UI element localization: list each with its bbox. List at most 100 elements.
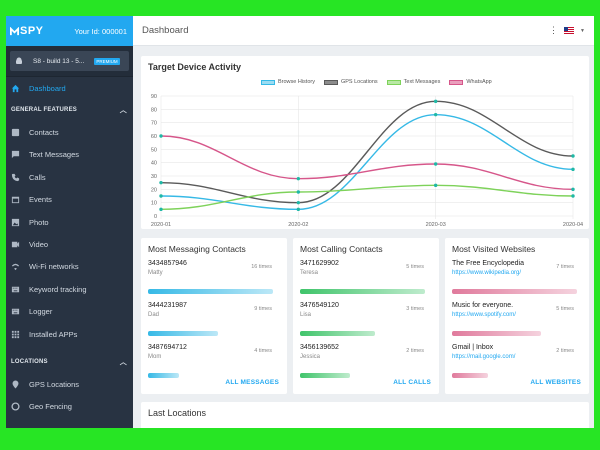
app-window: SPY Your Id: 000001 S8 - build 13 - 5...… <box>6 16 594 428</box>
website-url[interactable]: https://www.wikipedia.org/ <box>452 270 522 276</box>
data-point-text-messages <box>571 194 575 198</box>
website-url[interactable]: https://www.spotify.com/ <box>452 312 516 318</box>
contact-number: 3456139652 <box>300 344 339 351</box>
series-line-text-messages <box>160 184 574 211</box>
logo[interactable]: SPY <box>10 25 44 37</box>
contact-count: 9 times <box>254 306 272 312</box>
y-tick-label: 10 <box>151 201 157 207</box>
contact-count: 2 times <box>406 348 424 354</box>
sidebar-item-installed-apps[interactable]: Installed APPs <box>6 323 133 345</box>
us-flag-icon[interactable] <box>564 27 575 34</box>
sidebar-item-logger[interactable]: Logger <box>6 301 133 323</box>
all-messages-link[interactable]: ALL MESSAGES <box>225 379 279 386</box>
contact-entry[interactable]: 3487694712 Mom 4 times <box>148 344 280 380</box>
data-point-gps-locations <box>433 99 438 104</box>
legend-item-browse-history[interactable]: Browse History <box>261 79 315 85</box>
sidebar-item-photo[interactable]: Photo <box>6 211 133 233</box>
website-count: 5 times <box>556 306 574 312</box>
sidebar-item-contacts[interactable]: Contacts <box>6 121 133 143</box>
legend-swatch <box>323 79 338 85</box>
video-icon <box>10 240 20 250</box>
contact-name: Teresa <box>300 270 319 276</box>
keyboard-icon <box>10 307 20 317</box>
keyboard-icon <box>10 284 20 294</box>
sidebar-item-video[interactable]: Video <box>6 233 133 255</box>
legend-item-text-messages[interactable]: Text Messages <box>386 79 440 85</box>
website-count: 7 times <box>556 264 574 270</box>
sidebar-item-label: Dashboard <box>29 83 66 93</box>
device-name: S8 - build 13 - 5... <box>33 57 85 65</box>
contact-count: 16 times <box>251 264 272 270</box>
sidebar-header: SPY Your Id: 000001 <box>6 16 133 46</box>
count-bar <box>148 373 179 378</box>
message-icon <box>10 150 20 160</box>
chart-legend: Browse History GPS Locations Text Messag… <box>261 79 492 85</box>
data-point-gps-locations <box>571 154 575 158</box>
contact-name: Jessica <box>300 354 321 360</box>
website-title: The Free Encyclopedia <box>452 260 524 267</box>
sidebar-item-events[interactable]: Events <box>6 189 133 211</box>
website-entry[interactable]: Music for everyone. https://www.spotify.… <box>452 302 582 338</box>
x-tick-label: 2020-01 <box>151 222 171 228</box>
data-point-whatsapp <box>159 134 163 138</box>
sidebar-item-label: Logger <box>29 307 53 317</box>
sidebar-item-wifi[interactable]: Wi-Fi networks <box>6 256 133 278</box>
wifi-icon <box>10 262 20 272</box>
count-bar <box>452 289 577 294</box>
sidebar-item-calls[interactable]: Calls <box>6 166 133 188</box>
legend-item-gps-locations[interactable]: GPS Locations <box>323 79 378 85</box>
contact-entry[interactable]: 3456139652 Jessica 2 times <box>300 344 432 380</box>
calendar-icon <box>10 195 20 205</box>
sidebar-item-label: Photo <box>29 217 49 227</box>
more-vert-icon[interactable]: ⋮ <box>549 25 559 35</box>
y-tick-label: 50 <box>151 147 157 153</box>
contact-count: 4 times <box>254 348 272 354</box>
section-general-features[interactable]: GENERAL FEATURES ︿ <box>6 99 133 121</box>
sidebar-item-geo-fencing[interactable]: Geo Fencing <box>6 396 133 418</box>
y-tick-label: 60 <box>151 134 157 140</box>
phone-icon <box>10 172 20 182</box>
data-point-browse-history <box>296 207 301 212</box>
all-websites-link[interactable]: ALL WEBSITES <box>530 379 581 386</box>
series-line-gps-locations <box>160 100 574 204</box>
section-locations[interactable]: LOCATIONS ︿ <box>6 351 133 373</box>
visited-websites-card: Most Visited Websites The Free Encyclope… <box>445 238 589 394</box>
sidebar-item-label: Keyword tracking <box>29 284 87 294</box>
legend-item-whatsapp[interactable]: WhatsApp <box>449 79 492 85</box>
contact-entry[interactable]: 3471629902 Teresa 5 times <box>300 260 432 296</box>
y-tick-label: 20 <box>151 187 157 193</box>
data-point-text-messages <box>433 183 438 188</box>
y-tick-label: 80 <box>151 107 157 113</box>
count-bar <box>300 373 350 378</box>
premium-badge: PREMIUM <box>94 57 120 65</box>
all-calls-link[interactable]: ALL CALLS <box>393 379 431 386</box>
caret-down-icon[interactable]: ▼ <box>580 27 585 34</box>
topbar: Dashboard ⋮ ▼ <box>133 16 594 46</box>
y-tick-label: 30 <box>151 174 157 180</box>
section-title: LOCATIONS <box>11 359 48 366</box>
sidebar-item-dashboard[interactable]: Dashboard <box>6 77 133 99</box>
sidebar-item-keyword-tracking[interactable]: Keyword tracking <box>6 278 133 300</box>
section-title: GENERAL FEATURES <box>11 107 77 114</box>
website-entry[interactable]: The Free Encyclopedia https://www.wikipe… <box>452 260 582 296</box>
sidebar-item-text-messages[interactable]: Text Messages <box>6 144 133 166</box>
contact-entry[interactable]: 3434857946 Matty 16 times <box>148 260 280 296</box>
home-icon <box>10 83 20 93</box>
device-selector-wrap: S8 - build 13 - 5... PREMIUM <box>6 46 133 77</box>
contact-entry[interactable]: 3444231987 Dad 9 times <box>148 302 280 338</box>
count-bar <box>300 331 375 336</box>
chevron-up-icon: ︿ <box>119 359 127 367</box>
contact-entry[interactable]: 3476549120 Lisa 3 times <box>300 302 432 338</box>
y-tick-label: 0 <box>154 214 157 220</box>
contact-count: 3 times <box>406 306 424 312</box>
location-pin-icon <box>10 379 20 389</box>
contact-name: Lisa <box>300 312 312 318</box>
messaging-contacts-card: Most Messaging Contacts 3434857946 Matty… <box>141 238 287 394</box>
sidebar: SPY Your Id: 000001 S8 - build 13 - 5...… <box>6 16 133 428</box>
y-tick-label: 40 <box>151 161 157 167</box>
website-entry[interactable]: Gmail | Inbox https://mail.google.com/ 2… <box>452 344 582 380</box>
website-url[interactable]: https://mail.google.com/ <box>452 354 516 360</box>
device-selector[interactable]: S8 - build 13 - 5... PREMIUM <box>10 51 129 71</box>
sidebar-item-gps-locations[interactable]: GPS Locations <box>6 373 133 395</box>
logo-text: SPY <box>20 25 44 37</box>
